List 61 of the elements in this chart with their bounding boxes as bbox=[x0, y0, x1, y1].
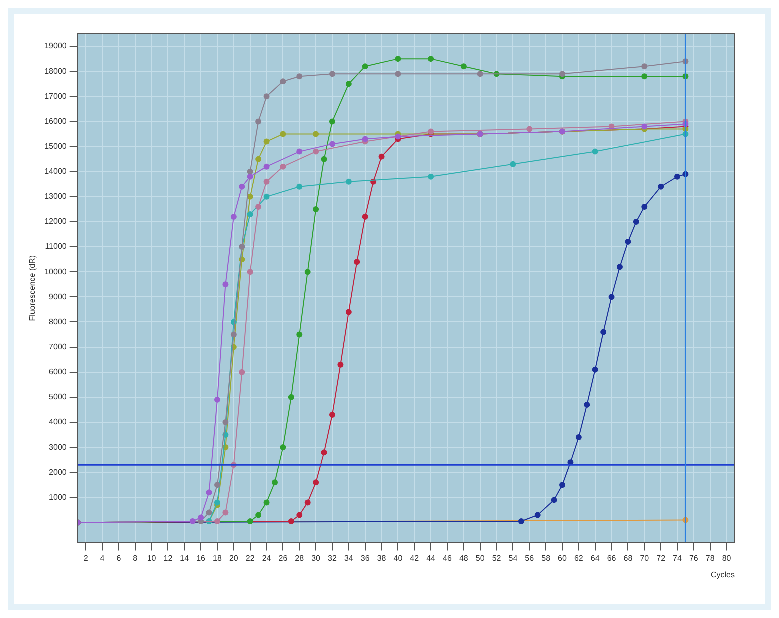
x-tick-label: 8 bbox=[133, 554, 138, 563]
x-tick-label: 32 bbox=[328, 554, 338, 563]
x-tick-label: 56 bbox=[525, 554, 535, 563]
y-tick-label: 17000 bbox=[44, 92, 68, 101]
x-tick-label: 36 bbox=[360, 554, 370, 563]
x-tick-label: 44 bbox=[426, 554, 436, 563]
x-tick-label: 68 bbox=[624, 554, 634, 563]
x-tick-label: 76 bbox=[689, 554, 699, 563]
x-tick-label: 10 bbox=[147, 554, 157, 563]
x-tick-label: 64 bbox=[590, 554, 600, 563]
y-tick-label: 7000 bbox=[49, 342, 68, 352]
x-tick-label: 6 bbox=[116, 554, 122, 563]
x-tick-label: 58 bbox=[542, 554, 552, 563]
x-tick-label: 48 bbox=[459, 554, 469, 563]
y-tick-label: 11000 bbox=[45, 242, 68, 252]
x-tick-label: 18 bbox=[213, 554, 222, 563]
y-tick-label: 5000 bbox=[49, 392, 68, 402]
x-tick-label: 4 bbox=[100, 554, 106, 563]
x-tick-label: 30 bbox=[312, 554, 322, 563]
x-tick-label: 72 bbox=[656, 554, 666, 563]
x-tick-label: 62 bbox=[574, 554, 584, 563]
y-tick-label: 4000 bbox=[49, 418, 68, 427]
x-tick-label: 2 bbox=[84, 554, 89, 563]
y-tick-label: 3000 bbox=[49, 442, 68, 452]
x-tick-label: 12 bbox=[164, 554, 174, 563]
y-tick-label: 9000 bbox=[49, 292, 68, 302]
y-tick-label: 12000 bbox=[44, 217, 68, 226]
x-tick-label: 42 bbox=[410, 554, 420, 563]
x-tick-label: 22 bbox=[246, 554, 256, 563]
x-tick-label: 50 bbox=[476, 554, 486, 563]
y-tick-label: 1000 bbox=[49, 492, 68, 502]
x-tick-label: 78 bbox=[706, 554, 716, 563]
y-tick-label: 13000 bbox=[44, 192, 68, 202]
x-tick-label: 34 bbox=[344, 554, 354, 563]
y-tick-label: 15000 bbox=[44, 142, 68, 151]
x-axis-title: Cycles bbox=[710, 570, 735, 580]
y-tick-label: 19000 bbox=[44, 42, 68, 51]
x-tick-label: 26 bbox=[278, 554, 288, 563]
y-tick-label: 14000 bbox=[44, 167, 68, 176]
y-tick-label: 2000 bbox=[49, 468, 68, 477]
x-tick-label: 74 bbox=[673, 554, 682, 563]
x-tick-label: 54 bbox=[508, 554, 518, 563]
x-tick-label: 16 bbox=[196, 554, 206, 563]
x-tick-label: 40 bbox=[394, 554, 404, 563]
y-tick-label: 10000 bbox=[44, 267, 68, 276]
x-tick-label: 52 bbox=[492, 554, 502, 563]
x-tick-label: 70 bbox=[640, 554, 650, 563]
x-tick-label: 20 bbox=[229, 554, 239, 563]
x-tick-label: 28 bbox=[295, 554, 305, 563]
y-tick-label: 16000 bbox=[44, 116, 68, 126]
x-tick-label: 38 bbox=[377, 554, 387, 563]
x-tick-label: 24 bbox=[262, 554, 272, 563]
y-tick-label: 18000 bbox=[44, 66, 68, 76]
x-tick-label: 46 bbox=[443, 554, 452, 563]
x-tick-label: 66 bbox=[607, 554, 617, 563]
y-tick-label: 8000 bbox=[49, 317, 68, 326]
y-axis-title: Fluorescence (dR) bbox=[28, 255, 38, 322]
y-tick-label: 6000 bbox=[49, 368, 68, 377]
x-tick-label: 80 bbox=[722, 554, 732, 563]
x-tick-label: 60 bbox=[558, 554, 568, 563]
x-tick-label: 14 bbox=[180, 554, 190, 563]
